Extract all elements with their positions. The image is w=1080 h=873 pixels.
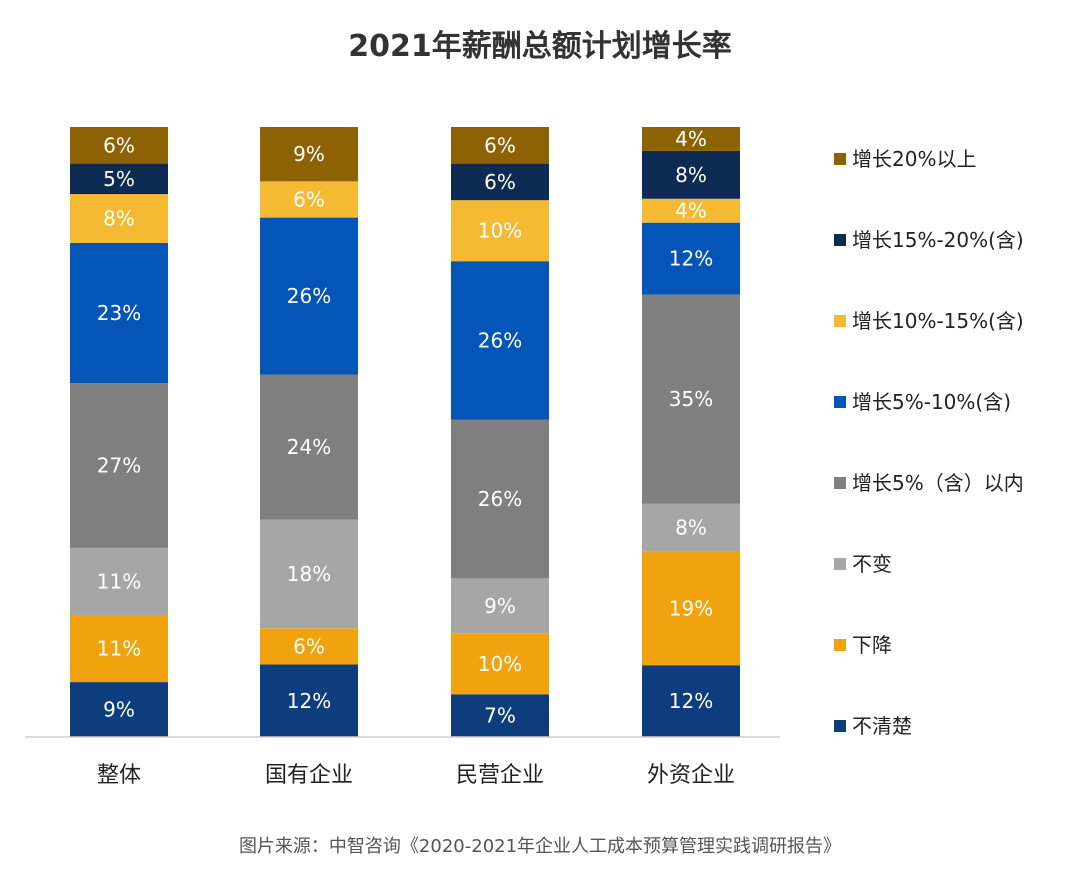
- source-note: 图片来源：中智咨询《2020-2021年企业人工成本预算管理实践调研报告》: [239, 836, 841, 857]
- bar-value-label: 4%: [675, 127, 707, 151]
- bar-value-label: 11%: [97, 569, 141, 593]
- category-labels: 整体 国有企业 民营企业 外资企业: [97, 763, 735, 788]
- bar-value-label: 4%: [675, 199, 707, 223]
- bar-segment: [260, 374, 358, 520]
- bar-value-label: 6%: [293, 634, 325, 658]
- category-label: 外资企业: [647, 763, 735, 788]
- bar-value-label: 8%: [675, 163, 707, 187]
- bar-value-label: 6%: [484, 170, 516, 194]
- bar-value-label: 8%: [103, 207, 135, 231]
- legend-swatch: [834, 315, 846, 327]
- legend-label: 增长5%-10%(含): [852, 390, 1011, 414]
- bar-segment: [70, 383, 168, 548]
- bar-segment: [642, 503, 740, 552]
- bar-value-label: 8%: [675, 516, 707, 540]
- bar-value-label: 12%: [669, 247, 713, 271]
- legend-label: 不清楚: [852, 714, 912, 738]
- bar-value-label: 7%: [484, 704, 516, 728]
- bar-segment: [451, 419, 549, 579]
- bar-segment: [70, 163, 168, 195]
- bars-group: 9% 11% 11% 27% 23% 8% 5% 6% 12% 6% 18% 24% 26% 6% 9% 7%…: [70, 127, 740, 737]
- bar-value-label: 24%: [287, 435, 331, 459]
- bar-segment: [451, 261, 549, 420]
- legend-label: 增长20%以上: [852, 147, 976, 171]
- bar-value-label: 6%: [484, 133, 516, 157]
- bar-segment: [451, 633, 549, 695]
- chart-title: 2021年薪酬总额计划增长率: [348, 29, 732, 64]
- bar-segment: [260, 181, 358, 218]
- bar-segment: [642, 294, 740, 504]
- bar-value-label: 10%: [478, 219, 522, 243]
- bar-segment: [260, 127, 358, 182]
- legend-swatch: [834, 234, 846, 246]
- bar-segment: [451, 200, 549, 262]
- bar-segment: [70, 242, 168, 384]
- legend-label: 增长15%-20%(含): [852, 228, 1024, 252]
- bar-value-label: 26%: [478, 329, 522, 353]
- bar-segment: [70, 682, 168, 737]
- bar-value-label: 12%: [287, 689, 331, 713]
- bar-segment: [642, 127, 740, 151]
- bar-segment: [260, 664, 358, 737]
- bar-segment: [642, 222, 740, 295]
- category-label: 整体: [97, 763, 141, 788]
- legend-swatch: [834, 558, 846, 570]
- bar-segment: [260, 628, 358, 665]
- bar-segment: [260, 217, 358, 375]
- bar-value-label: 27%: [97, 454, 141, 478]
- bar-segment: [642, 665, 740, 737]
- bar-value-label: 35%: [669, 387, 713, 411]
- bar-value-label: 6%: [293, 187, 325, 211]
- bar-value-label: 23%: [97, 301, 141, 325]
- bar-segment: [70, 615, 168, 683]
- legend-label: 增长10%-15%(含): [852, 309, 1024, 333]
- legend-swatch: [834, 639, 846, 651]
- bar-value-label: 5%: [103, 167, 135, 191]
- legend-swatch: [834, 720, 846, 732]
- bar-value-label: 19%: [669, 596, 713, 620]
- bar-value-label: 9%: [103, 698, 135, 722]
- bar-value-label: 10%: [478, 652, 522, 676]
- bar-segment: [642, 198, 740, 223]
- bar-segment: [70, 547, 168, 615]
- bar-segment: [260, 519, 358, 629]
- bar-segment: [70, 194, 168, 243]
- bar-value-label: 11%: [97, 637, 141, 661]
- bar-segment: [70, 127, 168, 164]
- bar-segment: [451, 694, 549, 737]
- bar-value-label: 12%: [669, 689, 713, 713]
- legend-swatch: [834, 477, 846, 489]
- bar-value-label: 9%: [293, 142, 325, 166]
- category-label: 民营企业: [456, 763, 544, 788]
- bar-segment: [451, 127, 549, 164]
- bar-value-label: 26%: [287, 284, 331, 308]
- legend-swatch: [834, 153, 846, 165]
- bar-value-label: 18%: [287, 562, 331, 586]
- legend-label: 不变: [852, 552, 892, 576]
- legend-swatch: [834, 396, 846, 408]
- bar-segment: [451, 163, 549, 201]
- bar-value-label: 9%: [484, 594, 516, 618]
- legend-label: 下降: [852, 633, 892, 657]
- legend-label: 增长5%（含）以内: [852, 471, 1024, 495]
- bar-segment: [642, 551, 740, 666]
- bar-segment: [642, 150, 740, 199]
- bar-value-label: 6%: [103, 133, 135, 157]
- category-label: 国有企业: [265, 763, 353, 788]
- bar-value-label: 26%: [478, 487, 522, 511]
- bar-segment: [451, 578, 549, 634]
